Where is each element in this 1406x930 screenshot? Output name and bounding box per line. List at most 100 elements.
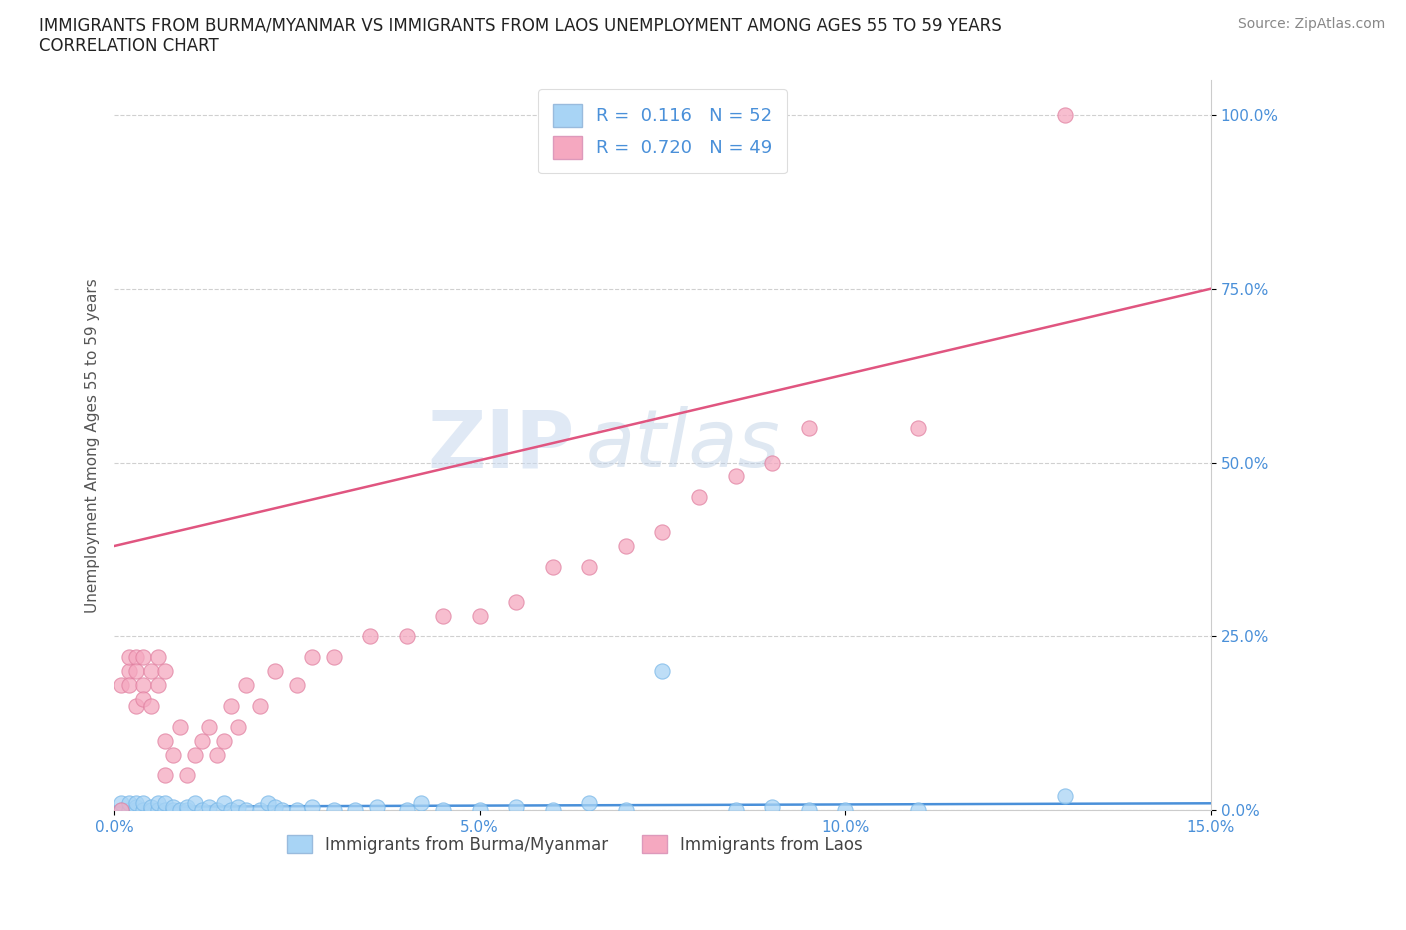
Point bbox=[219, 698, 242, 713]
Point bbox=[235, 803, 257, 817]
Point bbox=[132, 692, 155, 707]
Point bbox=[264, 799, 287, 814]
Point bbox=[191, 733, 214, 748]
Point bbox=[366, 799, 388, 814]
Point bbox=[176, 768, 198, 783]
Point bbox=[155, 803, 177, 817]
Text: IMMIGRANTS FROM BURMA/MYANMAR VS IMMIGRANTS FROM LAOS UNEMPLOYMENT AMONG AGES 55: IMMIGRANTS FROM BURMA/MYANMAR VS IMMIGRA… bbox=[39, 17, 1002, 34]
Point bbox=[110, 796, 132, 811]
Text: ZIP: ZIP bbox=[427, 406, 575, 485]
Point bbox=[139, 799, 162, 814]
Point bbox=[322, 650, 344, 665]
Point bbox=[110, 678, 132, 693]
Point bbox=[155, 664, 177, 679]
Y-axis label: Unemployment Among Ages 55 to 59 years: Unemployment Among Ages 55 to 59 years bbox=[86, 278, 100, 613]
Point bbox=[132, 678, 155, 693]
Point bbox=[761, 799, 783, 814]
Point bbox=[205, 803, 228, 817]
Point bbox=[125, 796, 148, 811]
Text: CORRELATION CHART: CORRELATION CHART bbox=[39, 37, 219, 55]
Point bbox=[155, 733, 177, 748]
Point bbox=[249, 803, 271, 817]
Point bbox=[155, 768, 177, 783]
Point bbox=[228, 720, 250, 735]
Point bbox=[162, 803, 184, 817]
Point bbox=[169, 720, 191, 735]
Point bbox=[271, 803, 294, 817]
Point bbox=[162, 747, 184, 762]
Point bbox=[651, 664, 673, 679]
Point bbox=[614, 538, 637, 553]
Point bbox=[834, 803, 856, 817]
Point bbox=[468, 608, 491, 623]
Point bbox=[139, 664, 162, 679]
Point bbox=[155, 796, 177, 811]
Point bbox=[118, 803, 141, 817]
Point bbox=[146, 796, 169, 811]
Point bbox=[578, 560, 600, 575]
Point bbox=[285, 678, 308, 693]
Point bbox=[301, 799, 323, 814]
Point bbox=[139, 803, 162, 817]
Point bbox=[395, 629, 418, 644]
Point bbox=[212, 796, 235, 811]
Point bbox=[249, 698, 271, 713]
Point bbox=[228, 799, 250, 814]
Point bbox=[264, 664, 287, 679]
Point bbox=[132, 650, 155, 665]
Point bbox=[183, 747, 205, 762]
Point bbox=[688, 490, 710, 505]
Point bbox=[797, 803, 820, 817]
Point bbox=[146, 678, 169, 693]
Point bbox=[176, 803, 198, 817]
Point bbox=[432, 803, 454, 817]
Point bbox=[907, 420, 929, 435]
Point bbox=[212, 733, 235, 748]
Point bbox=[797, 420, 820, 435]
Point bbox=[125, 799, 148, 814]
Point bbox=[132, 796, 155, 811]
Point bbox=[110, 803, 132, 817]
Point bbox=[411, 796, 433, 811]
Point bbox=[198, 720, 221, 735]
Point bbox=[761, 455, 783, 470]
Point bbox=[468, 803, 491, 817]
Point bbox=[118, 650, 141, 665]
Point bbox=[541, 803, 564, 817]
Point bbox=[724, 803, 747, 817]
Point bbox=[198, 799, 221, 814]
Point bbox=[724, 469, 747, 484]
Point bbox=[118, 678, 141, 693]
Point bbox=[132, 803, 155, 817]
Point bbox=[614, 803, 637, 817]
Point bbox=[395, 803, 418, 817]
Point bbox=[235, 678, 257, 693]
Point bbox=[219, 803, 242, 817]
Point bbox=[1053, 108, 1076, 123]
Point bbox=[176, 799, 198, 814]
Legend: Immigrants from Burma/Myanmar, Immigrants from Laos: Immigrants from Burma/Myanmar, Immigrant… bbox=[280, 829, 869, 860]
Point bbox=[322, 803, 344, 817]
Point bbox=[505, 594, 527, 609]
Point bbox=[651, 525, 673, 539]
Point bbox=[118, 664, 141, 679]
Point bbox=[256, 796, 278, 811]
Point bbox=[285, 803, 308, 817]
Point bbox=[505, 799, 527, 814]
Point bbox=[432, 608, 454, 623]
Point bbox=[578, 796, 600, 811]
Point bbox=[907, 803, 929, 817]
Point bbox=[110, 803, 132, 817]
Point bbox=[118, 796, 141, 811]
Point bbox=[146, 803, 169, 817]
Point bbox=[205, 747, 228, 762]
Text: Source: ZipAtlas.com: Source: ZipAtlas.com bbox=[1237, 17, 1385, 31]
Text: atlas: atlas bbox=[586, 406, 780, 485]
Point bbox=[139, 698, 162, 713]
Point bbox=[541, 560, 564, 575]
Point bbox=[125, 698, 148, 713]
Point bbox=[125, 664, 148, 679]
Point bbox=[191, 803, 214, 817]
Point bbox=[359, 629, 381, 644]
Point bbox=[169, 803, 191, 817]
